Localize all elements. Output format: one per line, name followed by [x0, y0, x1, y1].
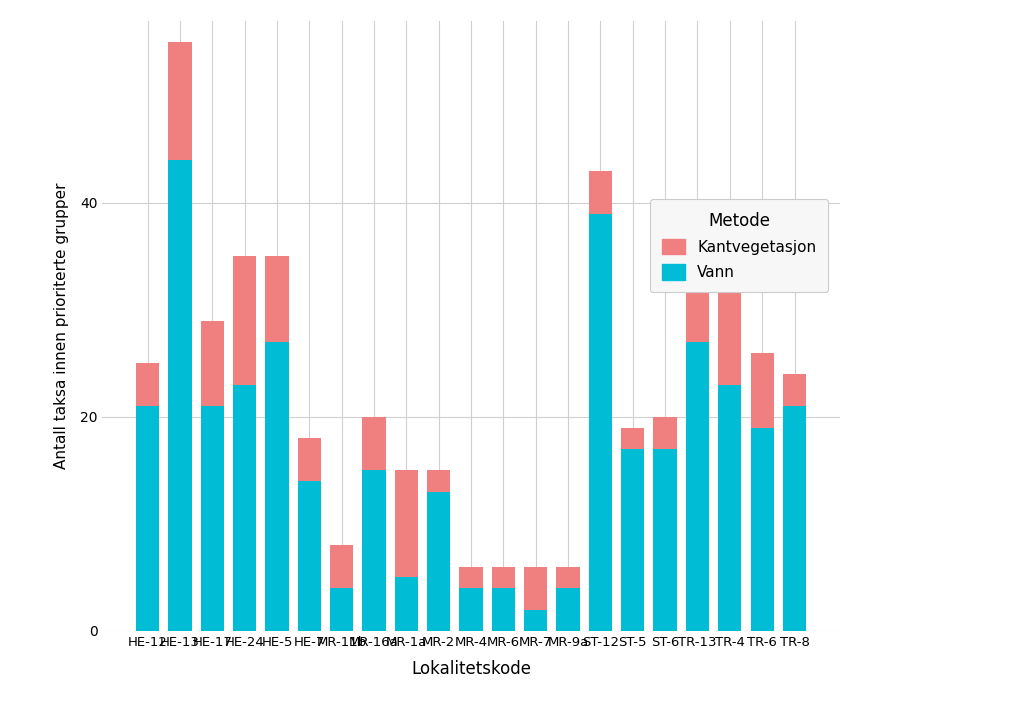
- Bar: [394, 470, 418, 578]
- Bar: [622, 449, 644, 631]
- Bar: [524, 566, 548, 609]
- Bar: [686, 214, 710, 342]
- Bar: [718, 278, 741, 385]
- Bar: [136, 406, 159, 631]
- Bar: [556, 588, 580, 631]
- Bar: [524, 609, 548, 631]
- Bar: [589, 171, 612, 214]
- Bar: [330, 588, 353, 631]
- Bar: [265, 342, 289, 631]
- Bar: [460, 588, 482, 631]
- Bar: [751, 353, 774, 428]
- Bar: [168, 160, 191, 631]
- X-axis label: Lokalitetskode: Lokalitetskode: [411, 660, 531, 678]
- Y-axis label: Antall taksa innen prioriterte grupper: Antall taksa innen prioriterte grupper: [54, 183, 69, 469]
- Bar: [298, 481, 321, 631]
- Bar: [201, 406, 224, 631]
- Bar: [492, 566, 515, 588]
- Bar: [783, 406, 806, 631]
- Bar: [622, 428, 644, 449]
- Bar: [427, 492, 451, 631]
- Bar: [394, 578, 418, 631]
- Bar: [330, 545, 353, 588]
- Bar: [556, 566, 580, 588]
- Bar: [362, 470, 386, 631]
- Bar: [265, 257, 289, 342]
- Bar: [460, 566, 482, 588]
- Bar: [686, 342, 710, 631]
- Legend: Kantvegetasjon, Vann: Kantvegetasjon, Vann: [649, 199, 828, 292]
- Bar: [232, 257, 256, 385]
- Bar: [168, 43, 191, 160]
- Bar: [653, 417, 677, 449]
- Bar: [362, 417, 386, 470]
- Bar: [298, 438, 321, 481]
- Bar: [232, 385, 256, 631]
- Bar: [136, 363, 159, 406]
- Bar: [201, 320, 224, 406]
- Bar: [589, 214, 612, 631]
- Bar: [427, 470, 451, 492]
- Bar: [653, 449, 677, 631]
- Bar: [718, 385, 741, 631]
- Bar: [751, 428, 774, 631]
- Bar: [492, 588, 515, 631]
- Bar: [783, 374, 806, 406]
